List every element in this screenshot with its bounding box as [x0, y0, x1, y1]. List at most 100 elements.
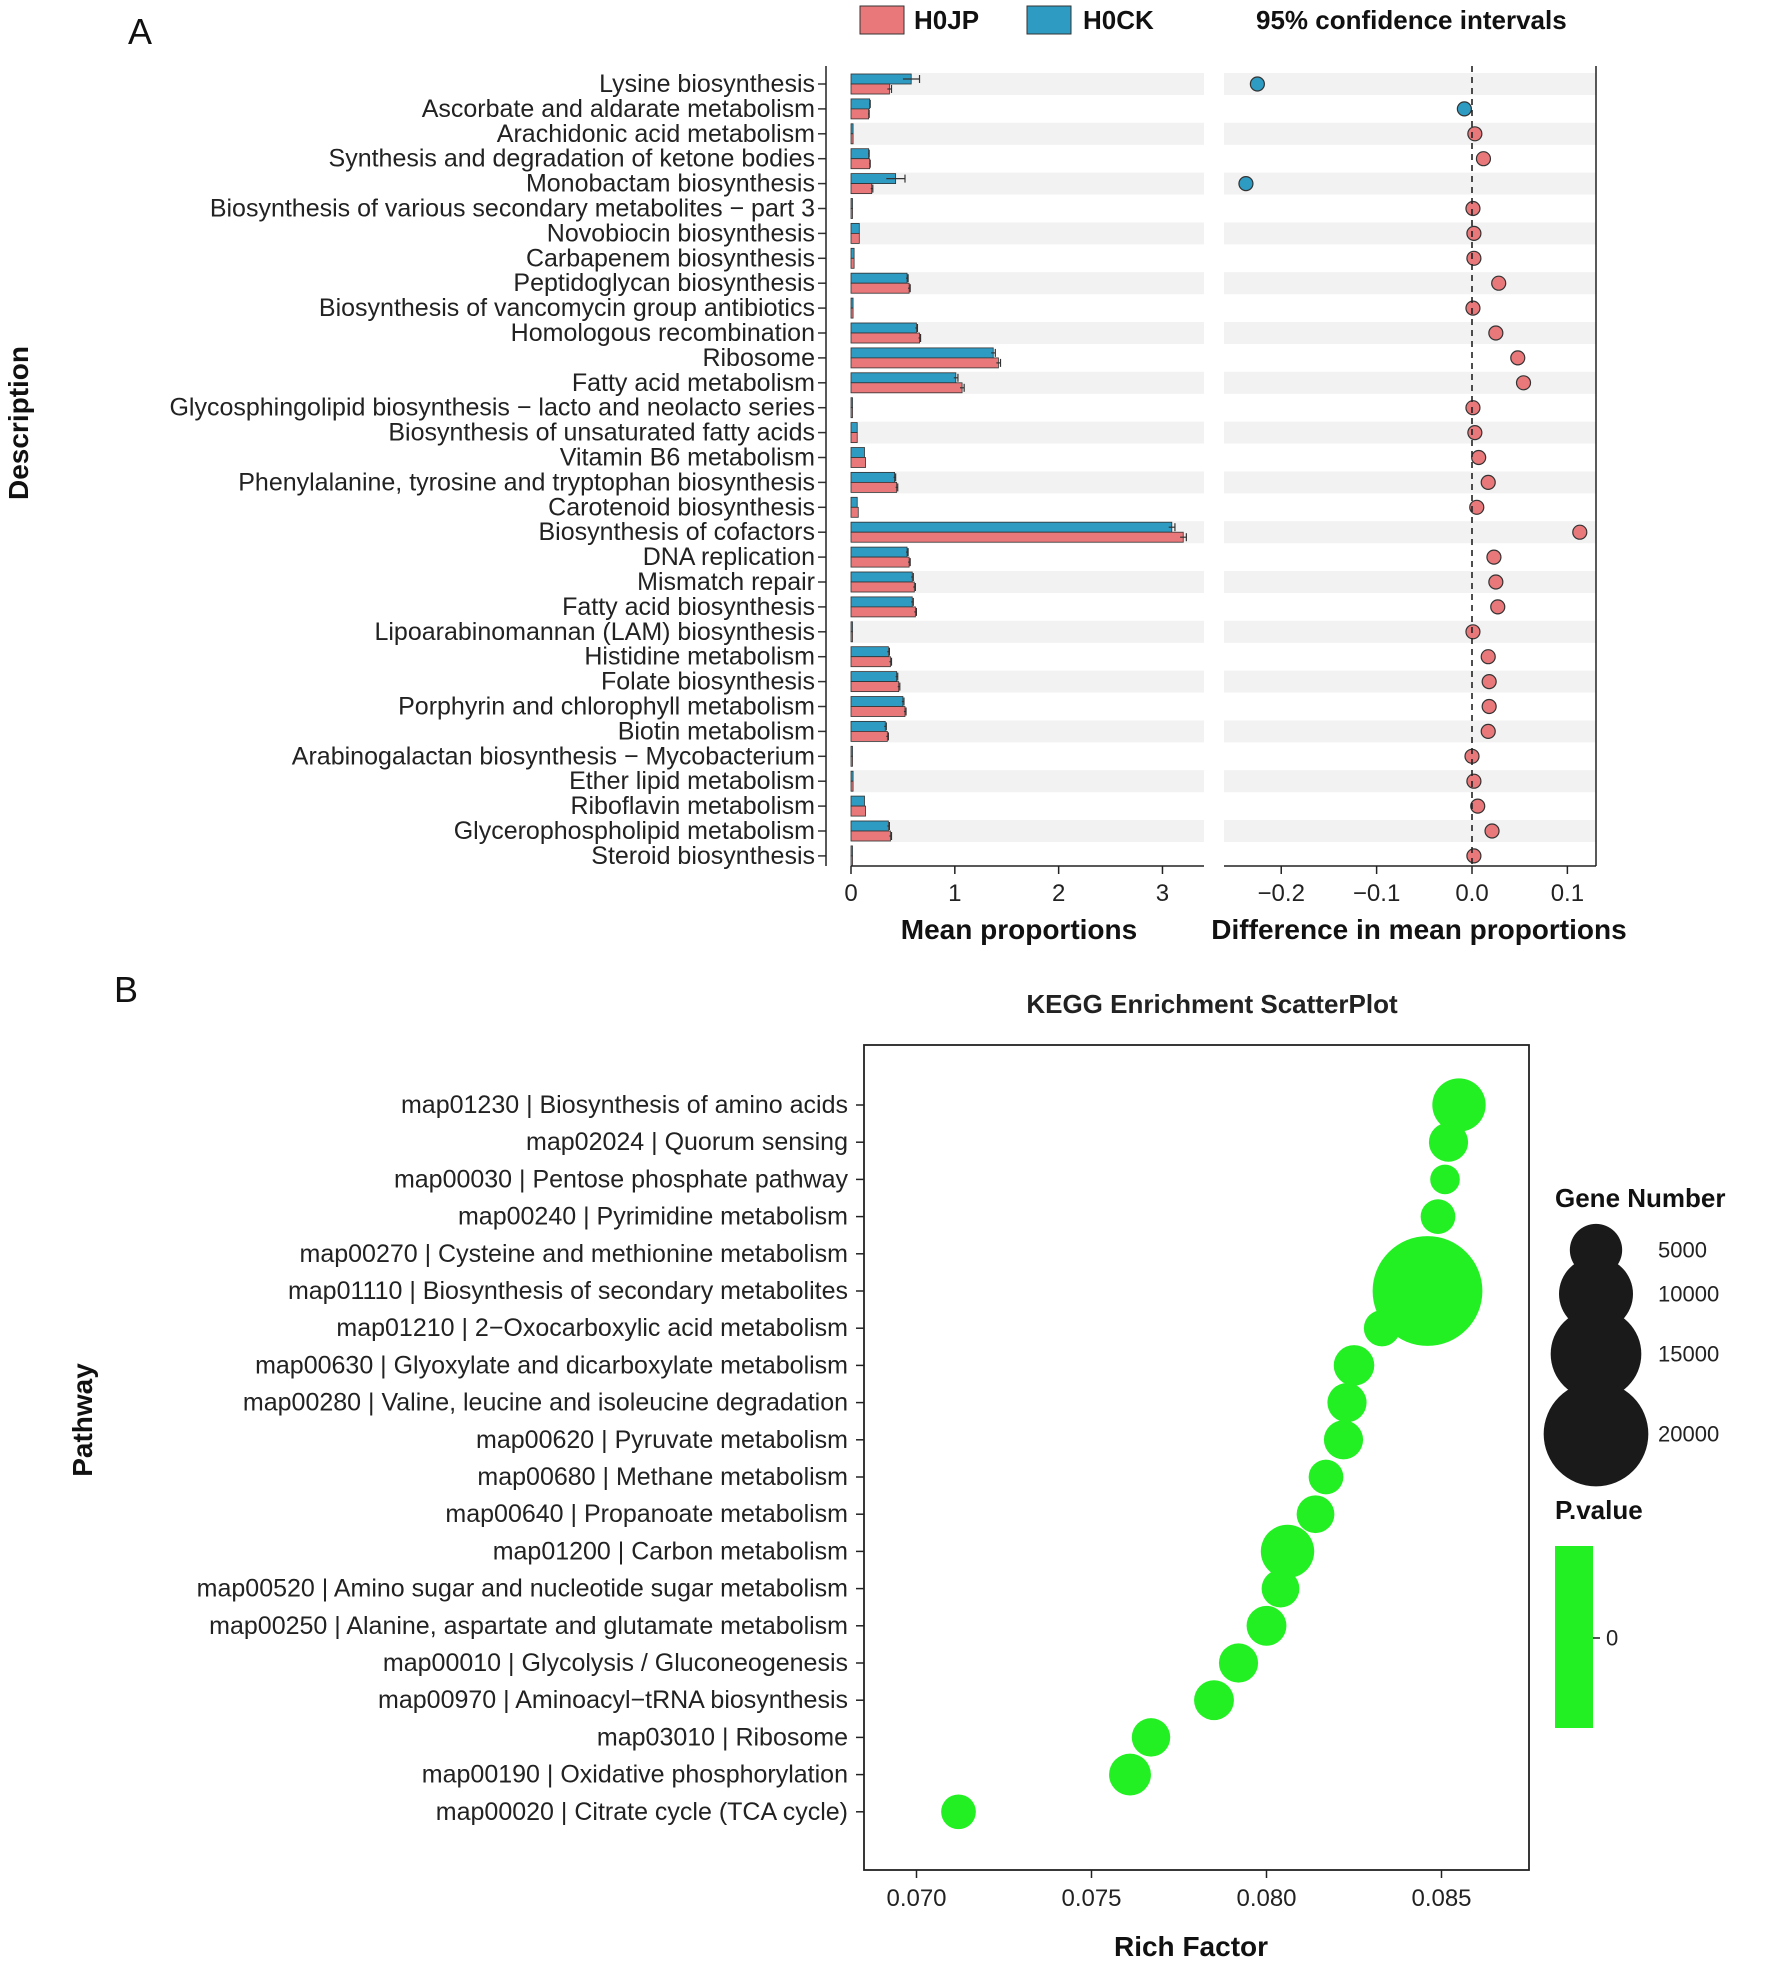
- bar-h0jp: [850, 232, 860, 244]
- bar-x-tick-label: 1: [948, 880, 961, 907]
- bar-h0jp: [850, 332, 920, 344]
- difference-point: [1491, 275, 1507, 291]
- bar-h0jp: [850, 208, 853, 219]
- panel-a-x-title-bars: Mean proportions: [901, 914, 1137, 945]
- legend-swatch-h0jp: [859, 5, 905, 35]
- enrichment-point: [1323, 1420, 1364, 1460]
- bar-h0ck: [850, 496, 858, 508]
- bar-h0jp: [850, 531, 1184, 543]
- bar-stripe: [851, 122, 1204, 145]
- bar-h0jp: [850, 706, 906, 717]
- enrichment-point: [1194, 1680, 1234, 1721]
- category-label: Ribosome: [702, 344, 815, 372]
- enrichment-point: [1218, 1643, 1259, 1683]
- enrichment-point: [941, 1794, 976, 1830]
- legend-label-h0ck: H0CK: [1083, 5, 1154, 35]
- enrichment-point: [1430, 1164, 1460, 1195]
- enrichment-point: [1296, 1495, 1335, 1534]
- category-label: DNA replication: [643, 543, 815, 571]
- bar-h0ck: [850, 471, 896, 483]
- bar-h0jp: [850, 158, 871, 170]
- bar-h0ck: [850, 596, 913, 608]
- bar-x-tick-label: 3: [1156, 880, 1169, 907]
- bar-h0jp: [850, 257, 855, 269]
- enrichment-point: [1333, 1345, 1375, 1386]
- bar-stripe: [851, 620, 1204, 643]
- bar-h0ck: [850, 198, 853, 209]
- bar-stripe: [851, 770, 1204, 793]
- bar-stripe: [851, 720, 1204, 743]
- bar-h0ck: [850, 521, 1173, 533]
- category-label: Biosynthesis of cofactors: [538, 518, 815, 546]
- gene-number-legend-circle: [1559, 1257, 1633, 1331]
- diff-stripe: [1224, 820, 1596, 842]
- category-label: Vitamin B6 metabolism: [560, 444, 815, 472]
- enrichment-point: [1246, 1605, 1287, 1646]
- pathway-label: map01110 | Biosynthesis of secondary met…: [288, 1277, 848, 1305]
- category-label: Homologous recombination: [511, 319, 815, 347]
- panel-a-bars: [850, 73, 1187, 867]
- gene-number-legend-label: 20000: [1658, 1422, 1719, 1447]
- enrichment-point: [1261, 1569, 1300, 1608]
- category-label: Novobiocin biosynthesis: [547, 219, 815, 247]
- bar-stripe: [851, 471, 1204, 494]
- diff-stripe: [1224, 670, 1596, 693]
- category-label: Biosynthesis of unsaturated fatty acids: [388, 419, 815, 447]
- category-label: Fatty acid biosynthesis: [562, 593, 815, 621]
- category-label: Arachidonic acid metabolism: [497, 120, 815, 148]
- pathway-label: map00680 | Methane metabolism: [477, 1463, 848, 1491]
- category-label: Glycerophospholipid metabolism: [454, 817, 815, 845]
- ci-title: 95% confidence intervals: [1256, 5, 1567, 35]
- category-label: Biosynthesis of vancomycin group antibio…: [319, 294, 815, 322]
- panel-a-stripes: [851, 73, 1596, 842]
- diff-stripe: [1224, 421, 1596, 444]
- bar-stripe: [851, 421, 1204, 444]
- enrichment-point: [1327, 1383, 1367, 1423]
- panel-b-x-tick-label: 0.075: [1061, 1885, 1121, 1912]
- enrichment-point: [1260, 1524, 1315, 1579]
- bar-h0jp: [850, 83, 890, 95]
- diff-x-tick-label: −0.2: [1258, 880, 1305, 907]
- panel-a-difference-points: [1238, 66, 1588, 866]
- panel-b-plot: map01230 | Biosynthesis of amino acids ma…: [197, 1044, 1530, 1912]
- gene-number-legend-label: 5000: [1658, 1238, 1707, 1263]
- category-label: Biotin metabolism: [618, 717, 815, 745]
- category-label: Ascorbate and aldarate metabolism: [422, 95, 815, 123]
- bar-x-tick-label: 0: [844, 880, 857, 907]
- diff-x-tick-label: −0.1: [1353, 880, 1400, 907]
- diff-stripe: [1224, 471, 1596, 494]
- diff-stripe: [1224, 521, 1596, 544]
- difference-point: [1510, 350, 1526, 366]
- difference-point: [1465, 400, 1481, 416]
- category-label: Phenylalanine, tyrosine and tryptophan b…: [238, 468, 815, 496]
- bar-h0ck: [850, 397, 853, 409]
- bar-h0jp: [850, 581, 915, 593]
- panel-b-x-title: Rich Factor: [1114, 1931, 1268, 1962]
- difference-point: [1490, 599, 1506, 615]
- gene-number-legend: 5000 10000 15000 20000: [1543, 1223, 1719, 1487]
- panel-b-y-title: Pathway: [67, 1363, 98, 1477]
- bar-h0jp: [850, 481, 898, 493]
- pathway-label: map00240 | Pyrimidine metabolism: [458, 1203, 848, 1231]
- bar-h0jp: [850, 606, 916, 618]
- bar-h0jp: [850, 805, 866, 817]
- difference-point: [1466, 848, 1482, 864]
- difference-point: [1456, 101, 1472, 117]
- bar-h0ck: [850, 770, 854, 782]
- pathway-label: map00280 | Valine, leucine and isoleucin…: [243, 1389, 848, 1417]
- gene-number-legend-title: Gene Number: [1555, 1183, 1726, 1213]
- difference-point: [1488, 574, 1504, 590]
- bar-h0ck: [850, 820, 889, 832]
- bar-h0jp: [850, 133, 854, 145]
- panel-b-x-tick-label: 0.070: [886, 1885, 946, 1912]
- enrichment-point: [1372, 1236, 1483, 1346]
- bar-h0jp: [850, 780, 854, 792]
- panel-a-y-title: Description: [3, 346, 34, 500]
- pathway-label: map00630 | Glyoxylate and dicarboxylate …: [255, 1351, 848, 1379]
- pvalue-colorbar: [1555, 1546, 1593, 1728]
- bar-stripe: [851, 222, 1204, 245]
- category-label: Ether lipid metabolism: [569, 767, 815, 795]
- bar-h0ck: [850, 148, 870, 160]
